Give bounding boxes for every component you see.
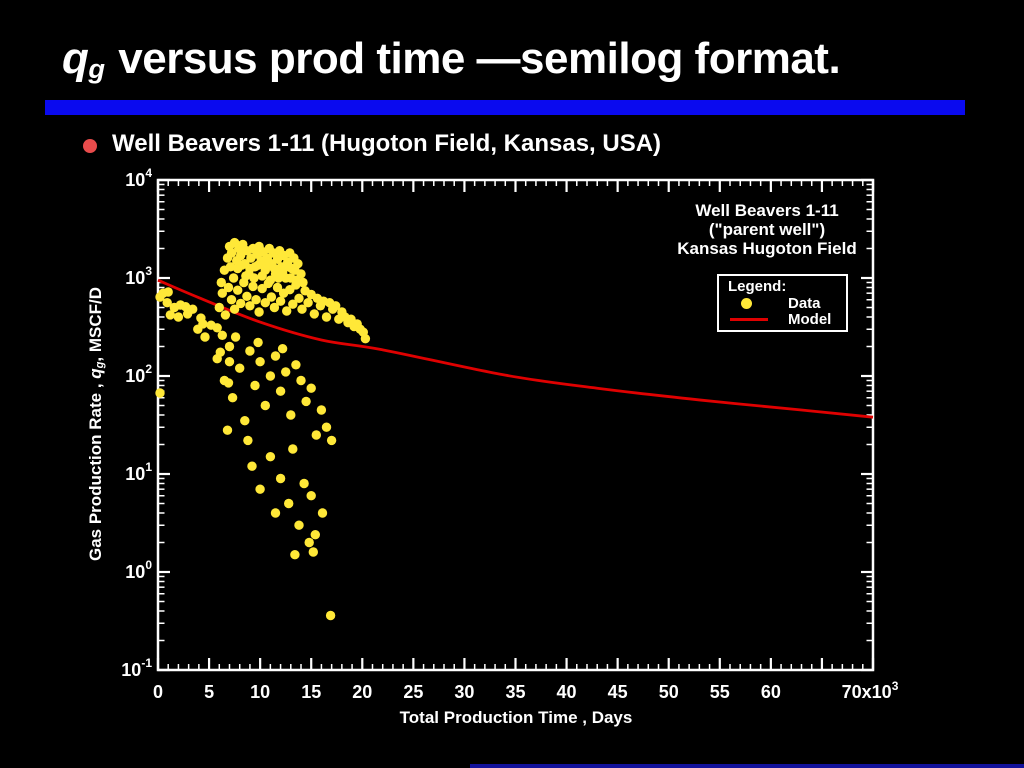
svg-text:103: 103	[125, 264, 152, 288]
svg-text:25: 25	[403, 682, 423, 702]
svg-text:0: 0	[153, 682, 163, 702]
svg-text:101: 101	[125, 460, 152, 484]
svg-text:100: 100	[125, 558, 152, 582]
legend-data-label: Data	[788, 294, 821, 312]
svg-text:60: 60	[761, 682, 781, 702]
svg-text:15: 15	[301, 682, 321, 702]
slide-title: qg versus prod time —semilog format.	[62, 34, 841, 85]
y-axis-label-variable: q	[85, 368, 105, 379]
bullet-icon	[83, 139, 97, 153]
y-axis-label-suffix: , MSCF/D	[85, 286, 105, 362]
model-curve	[157, 278, 874, 419]
annotation-line-2: ("parent well")	[708, 220, 826, 239]
legend-row-model: Model	[719, 310, 846, 328]
legend-row-data: Data	[719, 294, 846, 312]
svg-text:70x103: 70x103	[842, 679, 899, 702]
bottom-bar	[470, 764, 1024, 768]
title-text: versus prod time —semilog format.	[106, 34, 841, 83]
svg-text:40: 40	[557, 682, 577, 702]
svg-text:20: 20	[352, 682, 372, 702]
svg-text:45: 45	[608, 682, 628, 702]
y-axis-label-variable-subscript: g	[94, 361, 107, 369]
svg-text:5: 5	[204, 682, 214, 702]
x-axis-label: Total Production Time , Days	[399, 708, 633, 727]
well-annotation: Well Beavers 1-11 ("parent well") Kansas…	[677, 201, 856, 258]
svg-text:35: 35	[505, 682, 525, 702]
data-point-icon	[741, 297, 752, 309]
legend-box: Legend: Data Model	[717, 274, 848, 332]
bullet-text: Well Beavers 1-11 (Hugoton Field, Kansas…	[112, 130, 662, 157]
scatter-points	[155, 237, 371, 621]
x-tick-labels: 0 5 10 15 20 25 30 35 40 45 50 55 60 70x103	[153, 679, 899, 702]
annotation-line-3: Kansas Hugoton Field	[677, 239, 857, 258]
svg-text:102: 102	[125, 362, 152, 386]
title-underline-bar	[45, 100, 965, 115]
svg-text:30: 30	[454, 682, 474, 702]
y-tick-labels: 104 103 102 101 100 10-1	[121, 166, 152, 680]
svg-text:104: 104	[125, 166, 152, 190]
model-line-icon	[730, 317, 768, 321]
y-axis-label: Gas Production Rate , qg, MSCF/D	[86, 287, 106, 561]
title-q-symbol: q	[62, 34, 89, 83]
svg-text:55: 55	[710, 682, 730, 702]
legend-title: Legend:	[728, 278, 787, 295]
y-axis-label-prefix: Gas Production Rate ,	[85, 378, 105, 562]
legend-model-label: Model	[788, 310, 832, 328]
svg-text:10-1: 10-1	[121, 656, 152, 680]
svg-text:50: 50	[659, 682, 679, 702]
svg-text:10: 10	[250, 682, 270, 702]
annotation-line-1: Well Beavers 1-11	[695, 201, 839, 220]
title-q-subscript: g	[88, 52, 105, 84]
axis-ticks	[156, 178, 875, 672]
